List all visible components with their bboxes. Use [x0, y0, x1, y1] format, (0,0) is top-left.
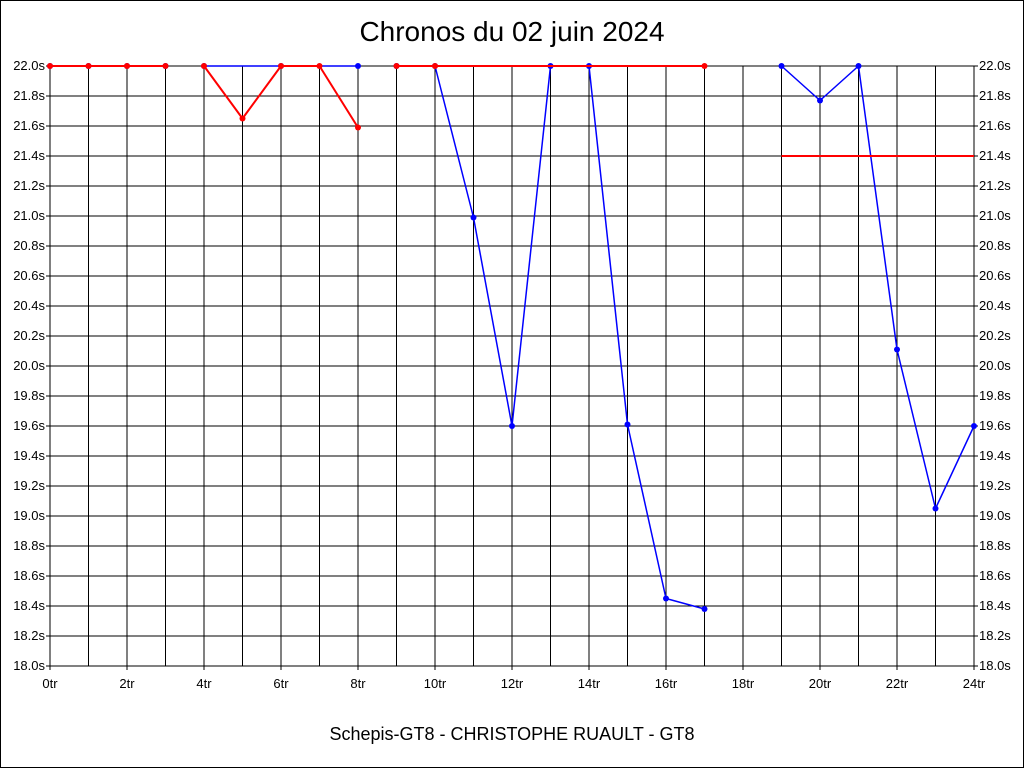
- y-tick-label-left: 20.8s: [13, 238, 45, 253]
- x-tick-label: 0tr: [42, 676, 58, 691]
- x-tick-label: 16tr: [655, 676, 678, 691]
- y-tick-label-left: 22.0s: [13, 58, 45, 73]
- series-2-point: [393, 63, 400, 69]
- y-tick-label-left: 21.8s: [13, 88, 45, 103]
- y-tick-label-left: 20.4s: [13, 298, 45, 313]
- y-tick-label-left: 18.6s: [13, 568, 45, 583]
- y-tick-label-right: 19.6s: [979, 418, 1011, 433]
- series-2-point: [124, 63, 130, 69]
- y-tick-label-left: 20.2s: [13, 328, 45, 343]
- x-tick-label: 10tr: [424, 676, 447, 691]
- chart-footer: Schepis-GT8 - CHRISTOPHE RUAULT - GT8: [329, 724, 695, 744]
- y-tick-label-right: 20.4s: [979, 298, 1011, 313]
- y-tick-label-right: 21.6s: [979, 118, 1011, 133]
- series-1-point: [663, 595, 669, 602]
- y-tick-label-left: 18.4s: [13, 598, 45, 613]
- y-tick-label-right: 19.8s: [979, 388, 1011, 403]
- y-tick-label-left: 20.0s: [13, 358, 45, 373]
- series-1-point: [778, 63, 785, 69]
- y-tick-label-left: 19.8s: [13, 388, 45, 403]
- y-tick-label-right: 18.0s: [979, 658, 1011, 673]
- series-2-point: [355, 124, 361, 131]
- y-tick-label-right: 22.0s: [979, 58, 1011, 73]
- x-tick-label: 18tr: [732, 676, 755, 691]
- y-tick-label-right: 21.2s: [979, 178, 1011, 193]
- x-tick-label: 12tr: [501, 676, 524, 691]
- y-tick-label-right: 21.0s: [979, 208, 1011, 223]
- y-tick-label-left: 19.6s: [13, 418, 45, 433]
- series-2-point: [278, 63, 284, 69]
- y-tick-label-left: 19.2s: [13, 478, 45, 493]
- y-tick-label-left: 18.0s: [13, 658, 45, 673]
- x-tick-label: 22tr: [886, 676, 909, 691]
- x-tick-label: 8tr: [350, 676, 366, 691]
- y-tick-label-right: 18.8s: [979, 538, 1011, 553]
- y-tick-label-left: 21.4s: [13, 148, 45, 163]
- series-1-point: [855, 63, 862, 69]
- series-2-point: [201, 63, 207, 69]
- y-tick-label-right: 20.0s: [979, 358, 1011, 373]
- y-tick-label-left: 21.6s: [13, 118, 45, 133]
- series-1-point: [971, 423, 977, 429]
- series-2-point: [316, 63, 323, 69]
- x-tick-label: 2tr: [119, 676, 135, 691]
- y-tick-label-left: 18.8s: [13, 538, 45, 553]
- y-tick-label-right: 18.2s: [979, 628, 1011, 643]
- y-tick-label-left: 19.0s: [13, 508, 45, 523]
- series-2-point: [47, 63, 53, 69]
- series-2-point: [432, 63, 438, 69]
- x-tick-label: 24tr: [963, 676, 986, 691]
- y-tick-label-right: 20.2s: [979, 328, 1011, 343]
- x-tick-label: 4tr: [196, 676, 212, 691]
- series-1-point: [701, 606, 708, 612]
- y-tick-label-left: 19.4s: [13, 448, 45, 463]
- series-2-point: [162, 63, 169, 69]
- series-1-point: [894, 346, 900, 353]
- series-1-point: [509, 423, 515, 429]
- series-2-point: [701, 63, 708, 69]
- series-1-point: [355, 63, 361, 69]
- chart-title: Chronos du 02 juin 2024: [359, 16, 665, 47]
- y-tick-label-right: 18.6s: [979, 568, 1011, 583]
- series-1-point: [817, 97, 823, 104]
- x-tick-label: 6tr: [273, 676, 289, 691]
- y-tick-label-right: 21.8s: [979, 88, 1011, 103]
- x-tick-label: 20tr: [809, 676, 832, 691]
- series-2-point: [239, 115, 246, 122]
- y-tick-label-right: 19.0s: [979, 508, 1011, 523]
- series-1-point: [624, 421, 631, 428]
- x-tick-label: 14tr: [578, 676, 601, 691]
- y-tick-label-right: 18.4s: [979, 598, 1011, 613]
- y-tick-label-left: 21.0s: [13, 208, 45, 223]
- y-tick-label-right: 19.2s: [979, 478, 1011, 493]
- series-2-point: [85, 63, 92, 69]
- series-1-point: [470, 214, 477, 221]
- series-1-point: [932, 505, 939, 512]
- y-tick-label-left: 21.2s: [13, 178, 45, 193]
- y-tick-label-right: 21.4s: [979, 148, 1011, 163]
- y-tick-label-left: 20.6s: [13, 268, 45, 283]
- y-tick-label-right: 20.8s: [979, 238, 1011, 253]
- y-tick-label-right: 19.4s: [979, 448, 1011, 463]
- y-tick-label-right: 20.6s: [979, 268, 1011, 283]
- y-tick-label-left: 18.2s: [13, 628, 45, 643]
- series-1-line-segment: [780, 65, 975, 510]
